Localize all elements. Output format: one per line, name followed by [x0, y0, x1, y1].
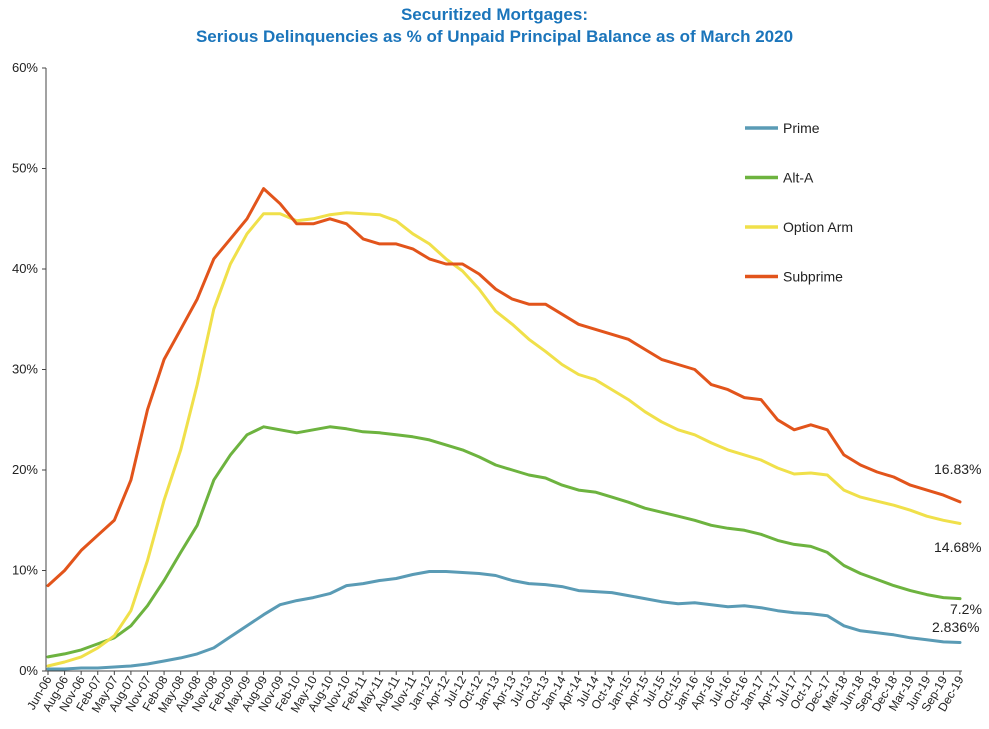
legend: Prime Alt-A Option Arm Subprime	[745, 120, 853, 285]
legend-label: Option Arm	[783, 219, 853, 235]
chart-title: Securitized Mortgages:	[400, 5, 589, 24]
end-value-label: 14.68%	[934, 539, 981, 555]
series-line-prime	[46, 570, 962, 671]
y-tick-label: 0%	[19, 663, 38, 678]
y-tick-label: 30%	[12, 362, 38, 377]
legend-label: Subprime	[783, 269, 843, 285]
y-tick-label: 50%	[12, 161, 38, 176]
legend-label: Prime	[783, 120, 820, 136]
y-tick-label: 60%	[12, 60, 38, 75]
series-line-option-arm	[46, 211, 962, 668]
y-axis: 0% 10% 20% 30% 40% 50% 60%	[12, 60, 47, 678]
legend-label: Alt-A	[783, 170, 814, 186]
y-tick-label: 40%	[12, 261, 38, 276]
end-value-label: 16.83%	[934, 461, 981, 477]
series-line-subprime	[46, 187, 962, 588]
x-axis: Jun-06Aug-06Nov-06Feb-07May-07Aug-07Nov-…	[24, 670, 967, 715]
end-value-label: 2.836%	[932, 619, 979, 635]
end-value-label: 7.2%	[950, 601, 982, 617]
y-tick-label: 20%	[12, 462, 38, 477]
end-labels: 16.83% 14.68% 7.2% 2.836%	[932, 461, 982, 635]
series-line-alt-a	[46, 425, 962, 659]
y-tick-label: 10%	[12, 563, 38, 578]
chart-subtitle: Serious Delinquencies as % of Unpaid Pri…	[195, 27, 794, 46]
series-lines	[46, 187, 962, 671]
